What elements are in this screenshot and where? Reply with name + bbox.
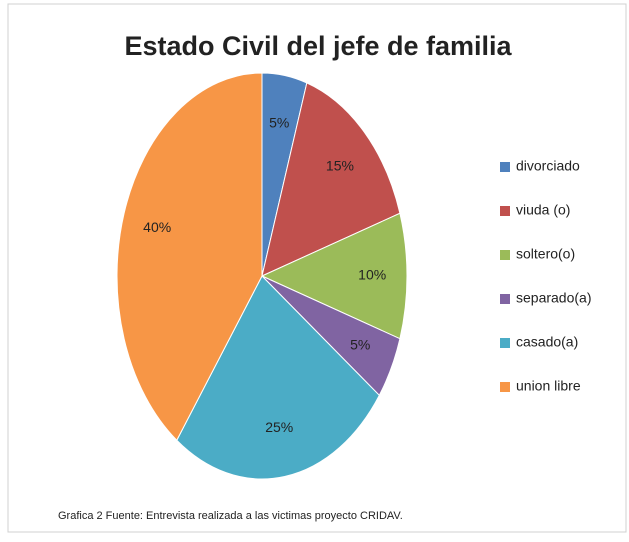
data-label: 25% [265,419,293,435]
legend-label: casado(a) [516,334,578,350]
data-label: 40% [143,219,171,235]
legend-label: viuda (o) [516,202,570,218]
legend-label: separado(a) [516,290,592,306]
legend-label: divorciado [516,158,580,174]
pie-slice [116,72,263,442]
legend-swatch [500,250,510,260]
chart-title: Estado Civil del jefe de familia [124,31,512,61]
legend-swatch [500,162,510,172]
caption: Grafica 2 Fuente: Entrevista realizada a… [58,510,403,522]
data-label: 5% [269,114,289,130]
data-label: 5% [350,337,370,353]
pie-slice [176,275,380,480]
data-label: 10% [358,267,386,283]
legend-swatch [500,294,510,304]
pie-slice [260,212,408,340]
data-label: 15% [326,158,354,174]
legend-swatch [500,206,510,216]
legend-swatch [500,338,510,348]
pie-slice [261,82,401,277]
legend-label: soltero(o) [516,246,575,262]
legend-swatch [500,382,510,392]
legend-label: union libre [516,378,581,394]
